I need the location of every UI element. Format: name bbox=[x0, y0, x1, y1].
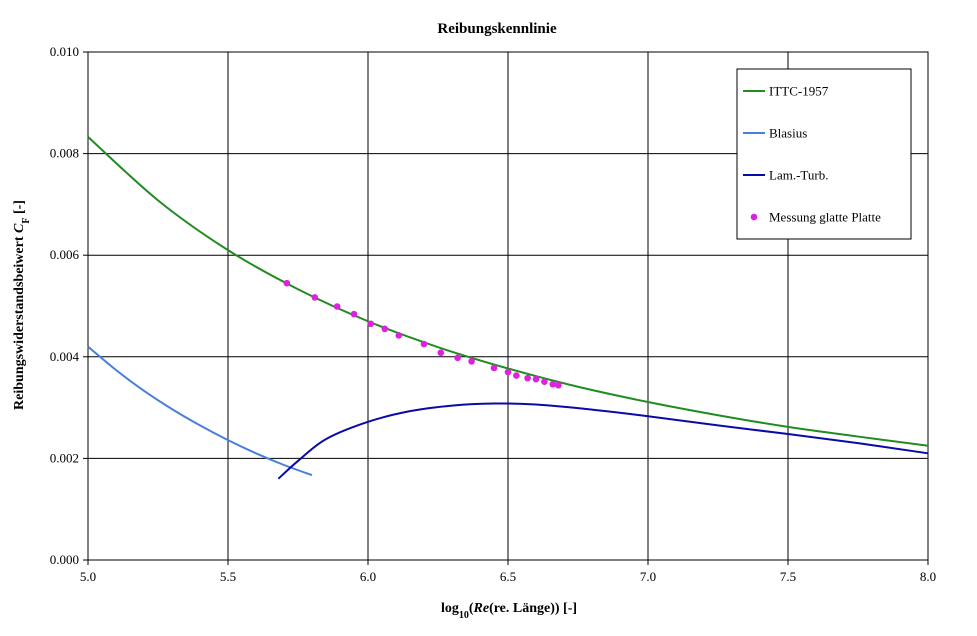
data-point-messung-glatte-platte bbox=[283, 279, 291, 287]
x-tick-label: 7.5 bbox=[780, 569, 796, 584]
data-point-messung-glatte-platte bbox=[490, 364, 498, 372]
legend-label-messung-glatte-platte: Messung glatte Platte bbox=[769, 210, 881, 225]
data-point-messung-glatte-platte bbox=[420, 340, 428, 348]
series-line-blasius bbox=[87, 345, 313, 477]
data-point-messung-glatte-platte bbox=[454, 354, 461, 362]
legend-box bbox=[736, 68, 912, 240]
x-tick-label: 6.0 bbox=[360, 569, 376, 584]
data-point-messung-glatte-platte bbox=[504, 368, 512, 376]
y-tick-label: 0.010 bbox=[50, 44, 79, 59]
data-point-messung-glatte-platte bbox=[549, 380, 557, 388]
legend: ITTC-1957 Blasius Lam.-Turb. Messung glatte… bbox=[736, 68, 912, 240]
y-axis-label: Reibungswiderstandsbeiwert CF [-] bbox=[12, 200, 32, 410]
series-layer bbox=[87, 136, 929, 480]
x-axis-label-italic: Re bbox=[473, 601, 490, 616]
legend-label-ittc-1957: ITTC-1957 bbox=[769, 84, 829, 99]
x-tick-label: 7.0 bbox=[640, 569, 656, 584]
data-point-messung-glatte-platte bbox=[311, 294, 319, 301]
data-point-messung-glatte-platte bbox=[437, 349, 445, 357]
data-point-messung-glatte-platte bbox=[381, 325, 389, 333]
data-point-messung-glatte-platte bbox=[524, 374, 531, 382]
tick-labels: 5.0 5.5 6.0 6.5 7.0 7.5 8.0 0.000 0.002 0.004 0.00… bbox=[50, 44, 936, 584]
data-point-messung-glatte-platte bbox=[350, 310, 358, 318]
x-axis-label: log10(Re(re. Länge)) [-] bbox=[441, 601, 577, 621]
data-point-messung-glatte-platte bbox=[541, 378, 548, 385]
legend-swatch-messung-glatte-platte bbox=[750, 213, 758, 221]
data-point-messung-glatte-platte bbox=[468, 358, 475, 365]
x-axis-label-prefix: log bbox=[441, 601, 459, 616]
y-tick-label: 0.000 bbox=[50, 552, 79, 567]
y-axis-label-italic: C bbox=[12, 223, 27, 233]
chart-title: Reibungskennlinie bbox=[437, 21, 557, 37]
x-tick-label: 5.0 bbox=[80, 569, 96, 584]
y-tick-label: 0.006 bbox=[50, 247, 80, 262]
x-axis-label-rest: (re. Länge)) [-] bbox=[489, 601, 577, 616]
y-axis-label-text: Reibungswiderstandsbeiwert bbox=[12, 233, 27, 410]
series-line-lam-turb bbox=[277, 402, 929, 480]
x-axis-label-sub: 10 bbox=[459, 610, 469, 621]
x-tick-label: 8.0 bbox=[920, 569, 936, 584]
y-tick-label: 0.008 bbox=[50, 146, 79, 161]
data-point-messung-glatte-platte bbox=[367, 320, 375, 328]
data-point-messung-glatte-platte bbox=[395, 332, 403, 339]
y-axis-label-sub: F bbox=[21, 218, 32, 224]
plot-area-frame bbox=[87, 51, 929, 561]
data-point-messung-glatte-platte bbox=[333, 303, 341, 310]
data-point-messung-glatte-platte bbox=[513, 372, 520, 379]
x-axis-label-open: ( bbox=[469, 601, 474, 616]
y-tick-label: 0.002 bbox=[50, 450, 79, 465]
series-line-ittc-1957 bbox=[87, 136, 929, 447]
data-point-messung-glatte-platte bbox=[555, 381, 562, 389]
y-tick-label: 0.004 bbox=[50, 349, 80, 364]
x-tick-label: 5.5 bbox=[220, 569, 236, 584]
legend-label-lam-turb: Lam.-Turb. bbox=[769, 168, 828, 183]
y-axis-label-rest: [-] bbox=[12, 200, 27, 218]
x-tick-label: 6.5 bbox=[500, 569, 516, 584]
legend-label-blasius: Blasius bbox=[769, 126, 807, 141]
data-point-messung-glatte-platte bbox=[532, 375, 540, 383]
